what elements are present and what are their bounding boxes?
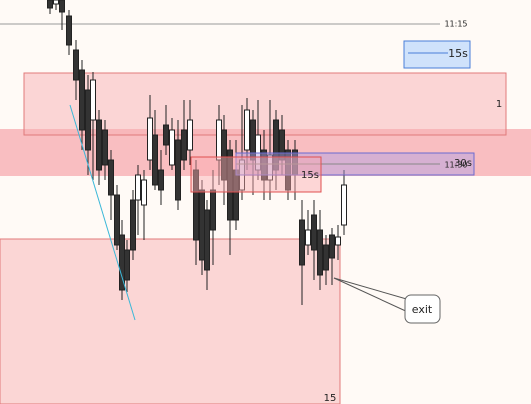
candle-body — [147, 117, 153, 161]
callout-box — [404, 294, 441, 324]
candle-body — [124, 249, 130, 281]
candle-body — [53, 0, 59, 5]
box-label: 15s — [448, 47, 468, 60]
zone-top — [23, 72, 507, 136]
callout-pointer — [333, 277, 411, 314]
candle-body — [169, 129, 175, 166]
candle-body — [108, 159, 114, 196]
candle-body — [130, 199, 136, 251]
candle-body — [187, 119, 193, 151]
candle-body — [261, 149, 267, 181]
candle-body — [279, 129, 285, 161]
candle-body — [141, 179, 147, 206]
candle-body — [204, 209, 210, 271]
candle-body — [199, 189, 205, 261]
candle-body — [311, 214, 317, 251]
candle-body — [85, 89, 91, 151]
candle-body — [114, 194, 120, 246]
candle-body — [323, 244, 329, 271]
trend-line — [69, 104, 136, 321]
candle-body — [59, 0, 65, 13]
candle-body — [341, 184, 347, 226]
candle-body — [335, 236, 341, 246]
candle-body — [79, 69, 85, 131]
zone-label: 15 — [324, 393, 337, 404]
candle-body — [90, 79, 96, 121]
candle-body — [227, 149, 233, 221]
candles — [47, 0, 347, 305]
candle-body — [267, 154, 273, 181]
candle-body — [47, 0, 53, 9]
box-small — [190, 156, 322, 193]
candle-body — [244, 109, 250, 151]
candle-body — [329, 234, 335, 259]
candle-body — [305, 229, 311, 246]
box-top — [403, 40, 471, 69]
box-label: 30s — [454, 158, 472, 169]
candle-body — [210, 189, 216, 231]
candle-body — [163, 124, 169, 146]
candle-body — [66, 15, 72, 46]
candle-body — [96, 119, 102, 171]
candle-body — [135, 174, 141, 201]
candle-body — [193, 169, 199, 241]
zone-label: 1 — [496, 99, 502, 110]
callout-text: exit — [412, 303, 433, 316]
callout-pointer — [333, 277, 411, 301]
candle-body — [175, 139, 181, 201]
candle-body — [158, 169, 164, 191]
candle-body — [299, 219, 305, 266]
box-label: 15s — [301, 170, 319, 181]
candle-body — [221, 129, 227, 181]
candle-body — [317, 229, 323, 276]
candle-body — [273, 119, 279, 171]
zone-bottom — [0, 238, 341, 404]
candle-body — [181, 129, 187, 161]
candle-body — [285, 149, 291, 191]
candle-body — [102, 129, 108, 166]
time-label: 11:30 — [444, 161, 467, 170]
time-label: 11:15 — [444, 20, 467, 29]
candle-body — [73, 49, 79, 81]
candle-body — [216, 119, 222, 161]
candle-body — [152, 134, 158, 186]
